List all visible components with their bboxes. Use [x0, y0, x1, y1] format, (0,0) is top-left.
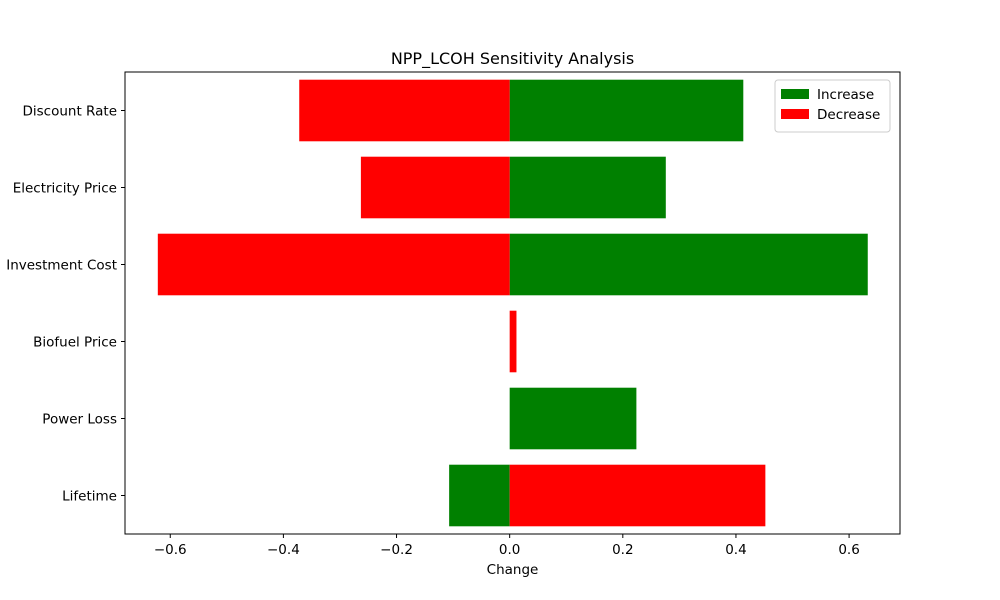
legend-label-decrease: Decrease [817, 107, 880, 123]
x-tick-label: −0.6 [154, 542, 187, 558]
chart-title: NPP_LCOH Sensitivity Analysis [391, 49, 634, 69]
x-tick-label: 0.4 [725, 542, 746, 558]
legend-swatch-increase [781, 89, 809, 99]
bar-decrease-biofuel-price [509, 310, 517, 373]
x-tick-label: 0.6 [838, 542, 859, 558]
y-tick-label: Investment Cost [6, 258, 117, 274]
bar-decrease-investment-cost [157, 233, 510, 296]
bar-decrease-electricity-price [360, 156, 510, 219]
bars-group [157, 79, 868, 527]
x-tick-label: −0.4 [267, 542, 300, 558]
legend: Increase Decrease [774, 79, 891, 133]
y-tick-label: Biofuel Price [33, 335, 117, 351]
bar-increase-power-loss [509, 387, 637, 450]
bar-increase-electricity-price [509, 156, 666, 219]
legend-label-increase: Increase [817, 87, 874, 103]
x-axis-label: Change [487, 562, 539, 578]
x-tick-label: 0.2 [612, 542, 633, 558]
y-tick-label: Electricity Price [13, 181, 117, 197]
y-tick-label: Lifetime [62, 489, 117, 505]
bar-increase-investment-cost [509, 233, 868, 296]
bar-increase-lifetime [449, 464, 510, 527]
y-tick-label: Power Loss [42, 412, 117, 428]
bar-decrease-discount-rate [299, 79, 510, 142]
x-tick-label: −0.2 [380, 542, 413, 558]
bar-increase-discount-rate [509, 79, 744, 142]
x-axis-ticks: −0.6 −0.4 −0.2 0.0 0.2 0.4 0.6 [154, 534, 860, 558]
bar-decrease-lifetime [509, 464, 766, 527]
y-axis-ticks: Discount Rate Electricity Price Investment… [6, 104, 125, 505]
x-tick-label: 0.0 [499, 542, 520, 558]
y-tick-label: Discount Rate [22, 104, 117, 120]
legend-swatch-decrease [781, 109, 809, 119]
plot-frame [124, 71, 901, 535]
